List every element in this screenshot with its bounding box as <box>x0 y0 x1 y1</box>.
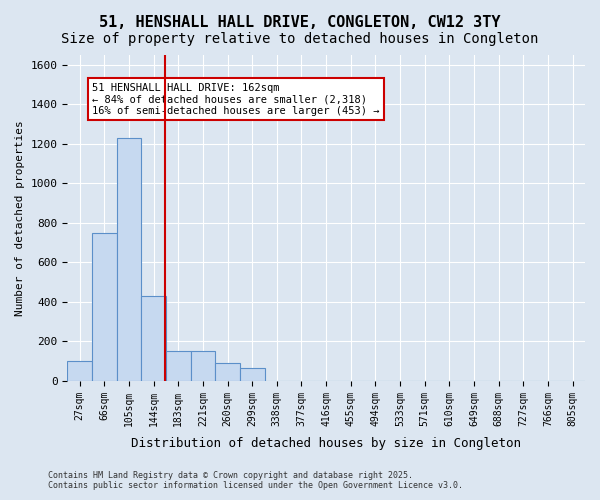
Bar <box>141 296 166 381</box>
Bar <box>166 352 191 381</box>
Y-axis label: Number of detached properties: Number of detached properties <box>15 120 25 316</box>
Text: 51 HENSHALL HALL DRIVE: 162sqm
← 84% of detached houses are smaller (2,318)
16% : 51 HENSHALL HALL DRIVE: 162sqm ← 84% of … <box>92 82 379 116</box>
Bar <box>116 138 141 381</box>
Text: 51, HENSHALL HALL DRIVE, CONGLETON, CW12 3TY: 51, HENSHALL HALL DRIVE, CONGLETON, CW12… <box>99 15 501 30</box>
Text: Size of property relative to detached houses in Congleton: Size of property relative to detached ho… <box>61 32 539 46</box>
Bar <box>215 363 240 381</box>
Bar <box>92 233 116 381</box>
Text: Contains HM Land Registry data © Crown copyright and database right 2025.
Contai: Contains HM Land Registry data © Crown c… <box>48 470 463 490</box>
Bar <box>240 368 265 381</box>
Bar <box>67 361 92 381</box>
X-axis label: Distribution of detached houses by size in Congleton: Distribution of detached houses by size … <box>131 437 521 450</box>
Bar <box>191 352 215 381</box>
